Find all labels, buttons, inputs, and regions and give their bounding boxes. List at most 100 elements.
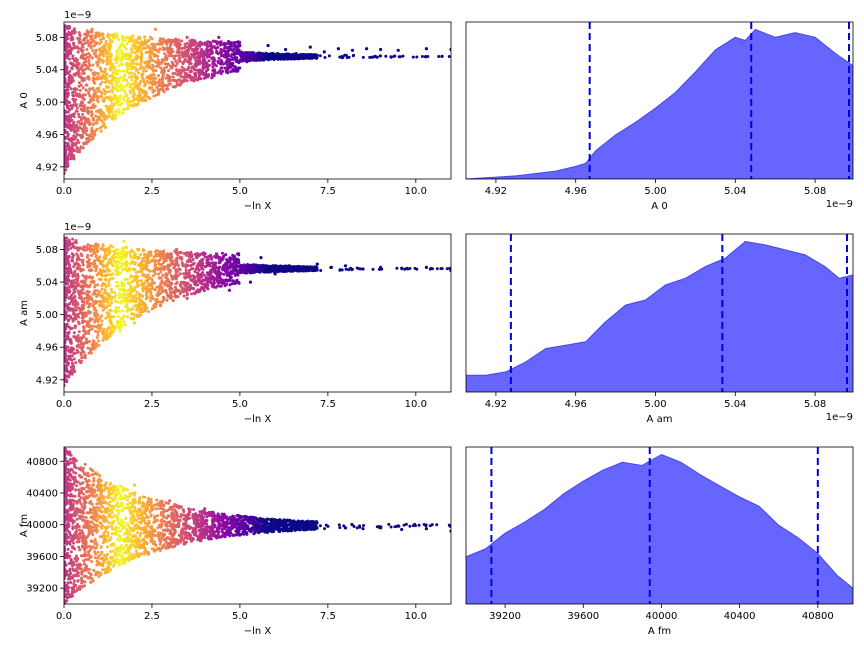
- sample-point: [145, 79, 149, 83]
- sample-point: [69, 87, 73, 91]
- sample-point: [173, 294, 177, 298]
- sample-point: [228, 274, 232, 278]
- sample-point: [178, 83, 182, 87]
- sample-point: [411, 55, 415, 59]
- sample-point: [72, 130, 76, 134]
- sample-point: [144, 82, 148, 86]
- sample-point: [65, 374, 69, 378]
- sample-point: [166, 263, 170, 267]
- sample-point: [115, 97, 119, 101]
- sample-point: [234, 59, 238, 63]
- sample-point: [113, 65, 117, 69]
- sample-point: [118, 287, 122, 291]
- sample-point: [72, 62, 75, 66]
- sample-point: [171, 85, 175, 89]
- sample-point: [110, 110, 114, 114]
- sample-point: [135, 280, 139, 284]
- sample-point: [207, 49, 210, 53]
- sample-point: [222, 254, 226, 258]
- data-point: [231, 68, 235, 72]
- sample-point: [165, 252, 169, 256]
- sample-point: [138, 312, 142, 316]
- sample-point: [89, 46, 93, 50]
- sample-point: [225, 282, 229, 286]
- sample-point: [165, 46, 169, 50]
- sample-point: [74, 71, 78, 75]
- sample-point: [164, 76, 168, 80]
- sample-point: [133, 72, 137, 76]
- sample-point: [69, 115, 73, 119]
- sample-point: [70, 358, 74, 362]
- y-tick-label: 5.04: [36, 65, 58, 76]
- sample-point: [76, 138, 80, 142]
- sample-point: [214, 261, 217, 265]
- sample-point: [175, 281, 179, 284]
- sample-point: [180, 79, 184, 83]
- sample-point: [212, 45, 216, 49]
- sample-point: [389, 55, 393, 59]
- sample-point: [90, 343, 94, 347]
- sample-point: [142, 282, 146, 285]
- sample-point: [83, 93, 87, 97]
- subplot-2: 1e−94.92 4.96 5.00 5.04 5.08A 0: [465, 21, 854, 212]
- sample-point: [78, 126, 82, 129]
- data-point: [284, 47, 288, 52]
- data-point: [69, 149, 73, 153]
- sample-point: [177, 78, 181, 82]
- sample-point: [69, 137, 73, 141]
- plot-area: [64, 236, 451, 387]
- sample-point: [108, 104, 112, 108]
- sample-point: [105, 57, 109, 61]
- x-tick-label: 4.96: [565, 186, 587, 197]
- sample-point: [102, 100, 106, 103]
- sample-point: [437, 55, 441, 58]
- sample-point: [218, 43, 222, 47]
- sample-point: [111, 245, 115, 249]
- sample-point: [68, 57, 71, 61]
- sample-point: [107, 333, 111, 337]
- sample-point: [123, 45, 126, 48]
- sample-point: [130, 67, 134, 70]
- sample-point: [183, 42, 187, 46]
- sample-point: [208, 272, 212, 276]
- sample-point: [117, 80, 121, 84]
- sample-point: [137, 85, 141, 89]
- sample-point: [111, 90, 115, 94]
- sample-point: [101, 308, 105, 312]
- sample-point: [130, 51, 133, 55]
- sample-point: [178, 268, 182, 272]
- sample-point: [122, 292, 126, 296]
- sample-point: [232, 280, 236, 284]
- sample-point: [440, 55, 444, 58]
- sample-point: [141, 284, 145, 288]
- sample-point: [68, 70, 72, 73]
- sample-point: [118, 110, 121, 114]
- sample-point: [69, 61, 73, 65]
- sample-point: [97, 339, 101, 343]
- sample-point: [93, 52, 97, 56]
- sample-point: [173, 264, 177, 267]
- x-tick-label: 5.0: [232, 186, 248, 197]
- sample-point: [131, 34, 135, 38]
- sample-point: [179, 255, 183, 259]
- sample-point: [134, 79, 137, 83]
- sample-point: [64, 40, 67, 44]
- plot-area: [466, 22, 853, 179]
- sample-point: [87, 290, 91, 294]
- sample-point: [160, 80, 164, 84]
- sample-point: [85, 301, 89, 305]
- sample-point: [77, 41, 81, 45]
- sample-point: [148, 77, 152, 81]
- sample-point: [94, 31, 98, 35]
- sample-point: [64, 31, 66, 34]
- sample-point: [195, 256, 199, 260]
- sample-point: [71, 54, 75, 58]
- sample-point: [107, 292, 111, 296]
- sample-point: [108, 303, 112, 307]
- sample-point: [140, 72, 144, 76]
- sample-point: [214, 64, 218, 68]
- sample-point: [94, 325, 98, 329]
- sample-point: [67, 48, 71, 52]
- sample-point: [106, 304, 110, 308]
- sample-point: [194, 74, 197, 78]
